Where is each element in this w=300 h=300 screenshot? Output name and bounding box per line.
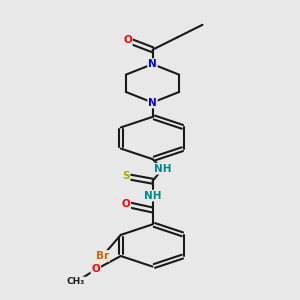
Text: O: O: [92, 265, 100, 275]
Text: N: N: [148, 98, 157, 107]
Text: NH: NH: [144, 190, 161, 201]
Text: O: O: [123, 35, 132, 45]
Text: N: N: [148, 59, 157, 69]
Text: NH: NH: [154, 164, 171, 174]
Text: Br: Br: [96, 251, 109, 261]
Text: CH₃: CH₃: [67, 278, 85, 286]
Text: S: S: [122, 171, 130, 182]
Text: O: O: [122, 199, 130, 209]
